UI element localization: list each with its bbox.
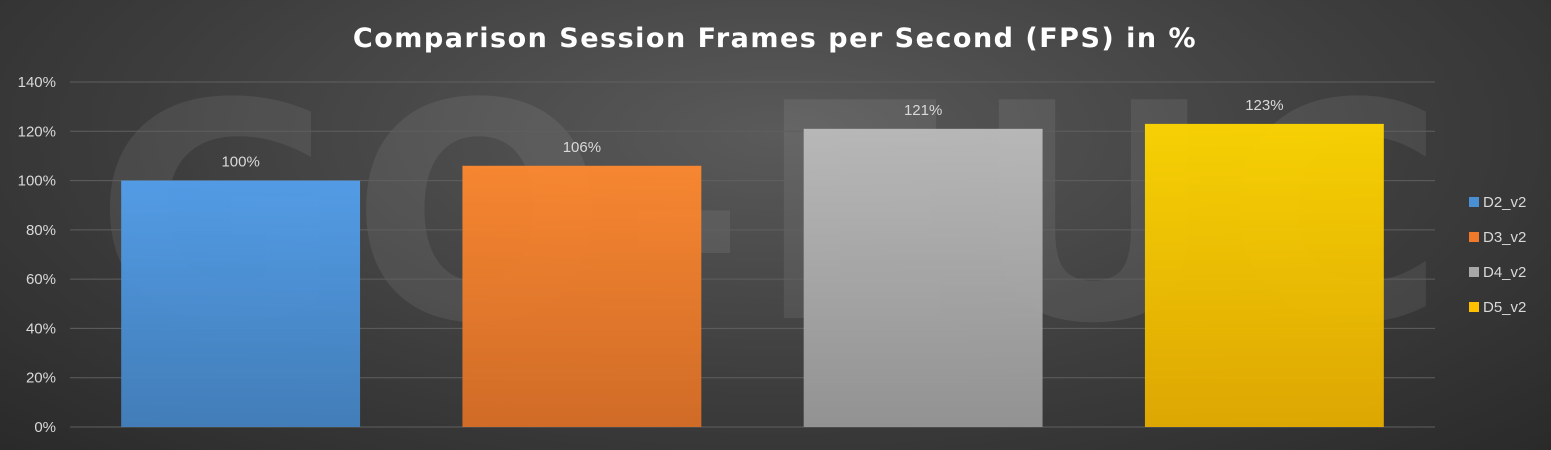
data-label: 121% <box>904 102 942 119</box>
data-label: 106% <box>563 139 601 156</box>
y-tick-label: 60% <box>26 271 56 288</box>
y-tick-label: 20% <box>26 370 56 387</box>
legend-label: D4_v2 <box>1483 264 1526 281</box>
y-tick-label: 140% <box>18 74 56 91</box>
legend: D2_v2 D3_v2 D4_v2 D5_v2 <box>1469 194 1526 316</box>
legend-swatch <box>1469 267 1479 277</box>
y-tick-label: 100% <box>18 173 56 190</box>
legend-label: D2_v2 <box>1483 194 1526 211</box>
data-label: 123% <box>1245 97 1283 114</box>
chart-title: Comparison Session Frames per Second (FP… <box>353 23 1197 54</box>
y-tick-label: 80% <box>26 222 56 239</box>
y-tick-label: 40% <box>26 320 56 337</box>
legend-swatch <box>1469 302 1479 312</box>
legend-swatch <box>1469 197 1479 207</box>
bar-d2-v2 <box>121 180 361 427</box>
bar-d3-v2 <box>462 165 702 428</box>
bar-d5-v2 <box>1144 123 1384 428</box>
y-axis-ticks: 0% 20% 40% 60% 80% 100% 120% 140% <box>18 74 56 436</box>
legend-label: D5_v2 <box>1483 299 1526 316</box>
legend-swatch <box>1469 232 1479 242</box>
bar-d4-v2 <box>803 128 1043 428</box>
bars <box>121 123 1384 428</box>
y-tick-label: 120% <box>18 123 56 140</box>
legend-label: D3_v2 <box>1483 229 1526 246</box>
y-tick-label: 0% <box>34 419 56 436</box>
data-labels: 100% 106% 121% 123% <box>221 97 1283 171</box>
data-label: 100% <box>221 154 259 171</box>
